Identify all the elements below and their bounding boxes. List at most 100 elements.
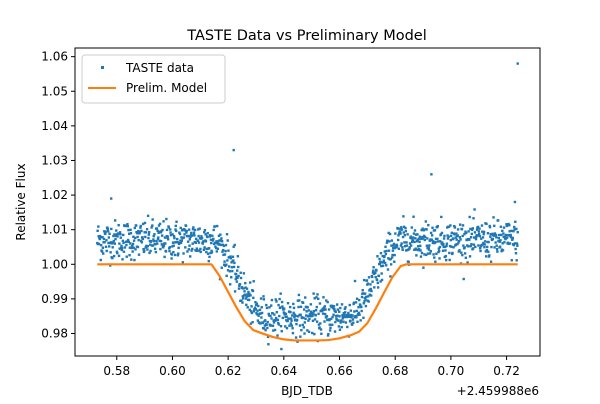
data-point: [119, 236, 122, 239]
y-tick-label: 1.05: [41, 84, 68, 98]
data-point: [486, 232, 490, 235]
data-point: [430, 238, 434, 241]
data-point: [493, 246, 496, 249]
data-point: [309, 312, 312, 315]
data-point: [155, 239, 158, 243]
data-point: [164, 242, 167, 245]
data-point: [369, 287, 372, 291]
data-point: [156, 237, 160, 241]
data-point: [269, 314, 272, 318]
data-point: [361, 292, 365, 295]
data-point: [497, 233, 501, 237]
data-point: [175, 220, 178, 223]
data-point: [188, 244, 191, 247]
data-point: [339, 306, 342, 310]
data-point: [487, 250, 490, 253]
data-point: [268, 306, 271, 309]
data-point: [309, 310, 313, 313]
data-point: [274, 298, 277, 301]
data-point: [427, 223, 430, 227]
data-point: [117, 223, 120, 227]
data-point: [450, 245, 453, 248]
data-point: [495, 247, 499, 251]
data-point: [140, 241, 144, 244]
data-point: [146, 244, 149, 248]
y-axis-ticks: 0.98 0.99 1.00 1.01 1.02 1.03 1.04 1.05 1.06: [41, 50, 75, 341]
data-point: [337, 325, 341, 328]
data-point: [289, 317, 293, 320]
data-point: [182, 252, 185, 255]
data-point: [112, 239, 115, 243]
data-point: [176, 240, 179, 244]
data-point: [191, 242, 194, 245]
data-point: [349, 309, 353, 312]
data-point: [181, 261, 185, 264]
data-point: [171, 233, 174, 236]
data-point: [322, 296, 325, 299]
data-point: [393, 253, 396, 257]
data-point: [279, 324, 283, 328]
data-point: [469, 227, 472, 231]
data-point: [424, 220, 428, 223]
data-point: [477, 244, 480, 247]
data-point: [329, 317, 333, 321]
data-point: [493, 232, 497, 235]
data-point: [248, 292, 251, 296]
data-point: [274, 319, 277, 322]
data-point: [226, 239, 229, 242]
data-point: [251, 321, 254, 324]
data-point: [246, 306, 249, 309]
data-point: [153, 247, 157, 250]
data-point: [351, 323, 354, 326]
data-point: [129, 242, 132, 245]
data-point: [315, 305, 318, 309]
data-point: [448, 258, 451, 262]
data-point: [152, 238, 155, 241]
data-point: [468, 255, 472, 258]
y-axis-label: Relative Flux: [14, 163, 28, 240]
data-point: [408, 242, 412, 245]
data-point: [322, 308, 326, 311]
data-point: [455, 238, 458, 241]
data-point: [279, 306, 282, 309]
data-point: [327, 332, 330, 336]
data-point: [151, 224, 154, 227]
data-point: [252, 310, 256, 313]
data-point: [480, 237, 483, 240]
data-point: [298, 324, 302, 327]
data-point: [367, 295, 370, 298]
data-point: [143, 221, 147, 225]
data-point: [340, 325, 343, 329]
data-point: [400, 242, 403, 245]
data-point: [215, 250, 219, 253]
data-point: [178, 241, 181, 245]
data-point: [214, 245, 217, 248]
data-point: [470, 232, 473, 236]
data-point: [218, 277, 222, 281]
data-point: [243, 290, 246, 293]
data-point: [315, 296, 318, 299]
data-point: [470, 228, 474, 231]
data-point: [478, 227, 481, 230]
data-point: [151, 244, 155, 247]
data-point: [128, 246, 132, 249]
data-point: [286, 302, 290, 305]
data-point: [209, 238, 213, 241]
data-point: [214, 241, 217, 245]
data-point: [344, 321, 348, 324]
data-point: [512, 243, 516, 247]
data-point: [512, 230, 515, 233]
data-point: [266, 320, 269, 324]
data-point: [341, 317, 344, 320]
data-point: [248, 281, 252, 284]
data-point: [360, 295, 364, 299]
data-point: [447, 235, 450, 239]
data-point: [233, 261, 236, 265]
data-point: [120, 244, 123, 248]
data-point: [377, 274, 381, 278]
data-point: [479, 247, 482, 250]
data-point: [459, 238, 462, 241]
data-point: [496, 219, 500, 222]
data-point: [201, 242, 205, 245]
data-point: [208, 235, 212, 238]
